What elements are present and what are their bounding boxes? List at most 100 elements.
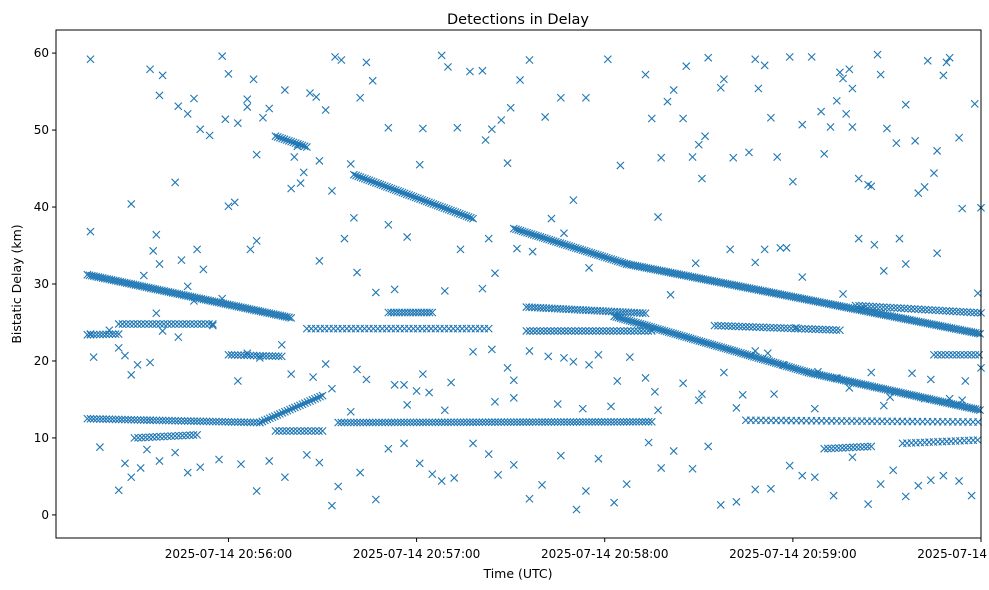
detection-marker [177,416,186,425]
detection-marker [230,351,239,359]
detection-marker [208,320,217,329]
detection-marker [346,418,355,427]
detection-marker [609,326,618,335]
detection-marker [156,320,165,329]
detection-marker [594,417,603,426]
detection-marker [290,153,299,161]
detection-marker [183,282,192,291]
detection-marker [89,353,98,362]
detection-marker [149,246,158,255]
detection-marker [243,349,252,358]
detection-marker [886,393,895,402]
y-axis-label: Bistatic Delay (km) [9,224,24,343]
detection-marker [418,195,427,204]
detection-marker [378,181,387,190]
detection-marker [437,51,446,60]
detection-marker [926,476,935,485]
detection-marker [581,326,590,335]
detection-marker [189,296,198,305]
detection-marker [406,418,415,427]
detection-marker [450,418,459,427]
detection-marker [440,418,449,427]
detection-marker [719,75,728,84]
detection-marker [616,161,625,170]
detection-marker [428,418,437,427]
detection-marker [556,239,565,248]
detection-marker [155,91,164,100]
detection-marker [589,249,598,258]
detection-marker [189,431,198,440]
detection-marker [402,190,411,199]
detection-marker [433,201,442,210]
detection-marker [571,244,580,253]
detection-marker [851,301,860,310]
detection-marker [120,459,129,468]
detection-marker [174,416,183,425]
detection-marker [356,93,365,102]
detection-marker [307,427,316,436]
detection-marker [458,210,466,219]
detection-marker [638,320,647,329]
detection-marker [818,325,827,334]
detection-marker [876,70,885,79]
detection-marker [490,418,499,427]
detection-marker [760,61,769,70]
detection-marker [845,383,854,392]
detection-marker [937,350,946,359]
detection-marker [553,326,562,335]
detection-marker [349,170,358,179]
detection-marker [503,418,512,427]
detection-marker [102,330,111,339]
detection-marker [127,199,136,208]
detection-marker [174,431,183,440]
detection-marker [900,304,909,313]
detection-marker [581,417,590,426]
detection-marker [841,443,850,452]
detection-marker [967,491,976,500]
detection-marker [699,338,708,347]
detection-marker [447,378,456,387]
detection-marker [124,415,133,424]
detection-marker [99,415,108,424]
detection-marker [914,481,923,490]
detection-marker [908,369,917,378]
detection-marker [196,125,205,134]
y-tick-label: 50 [34,123,49,137]
detection-marker [736,348,745,357]
detection-marker [574,326,583,335]
detection-marker [95,443,104,452]
detection-marker [108,330,117,339]
detection-marker [287,137,296,146]
detection-marker [168,416,177,425]
detection-marker [130,415,139,424]
detection-marker [174,333,183,342]
detection-marker [258,113,267,122]
detection-marker [569,417,578,426]
detection-marker [428,470,437,479]
detection-marker [318,391,327,400]
y-tick-label: 40 [34,200,49,214]
detection-marker [666,328,675,337]
detection-marker [152,432,161,441]
detection-marker [520,228,529,237]
detection-marker [398,188,407,197]
detection-marker [766,484,775,493]
detection-marker [596,251,605,260]
detection-marker [956,307,965,316]
detection-marker [769,358,778,367]
detection-marker [538,418,547,427]
detection-marker [340,418,349,427]
detection-marker [393,418,402,427]
detection-marker [92,414,101,423]
detection-marker [845,65,854,74]
detection-marker [581,93,590,102]
detection-marker [374,179,383,188]
detection-marker [713,321,722,330]
detection-marker [353,365,362,374]
detection-marker [352,171,361,180]
detection-marker [425,308,434,317]
detection-marker [588,417,597,426]
detection-marker [835,326,844,335]
detection-marker [556,451,565,460]
plot-area [55,29,985,539]
